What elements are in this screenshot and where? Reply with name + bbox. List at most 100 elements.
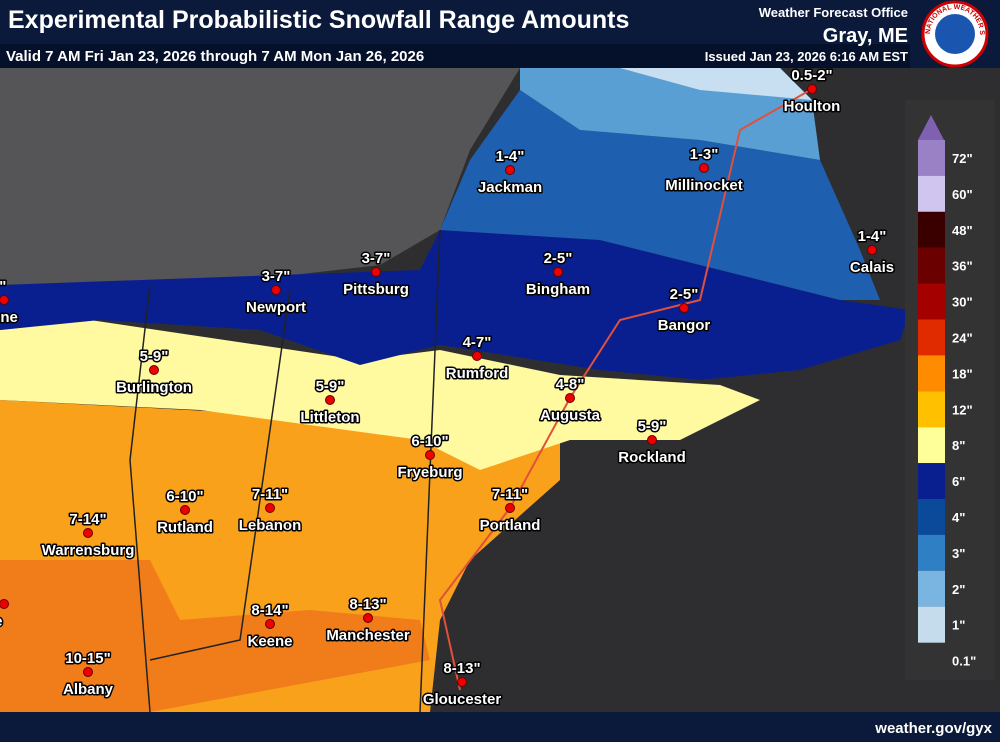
issued: Issued Jan 23, 2026 6:16 AM EST [705,49,908,64]
city-name: Burlington [116,379,192,396]
legend-label: 72" [952,151,973,166]
city-name: Pittsburg [343,281,409,298]
city-name: Bangor [658,317,711,334]
state-border [129,284,151,713]
city-range: 3-7" [0,278,6,295]
city-dot [83,528,93,538]
blue-zone [440,90,880,300]
city-range: 5-9" [316,378,345,395]
city-name: Bingham [526,281,590,298]
legend-label: 0.1" [952,654,976,669]
state-border [419,229,441,713]
city-range: 5-9" [638,418,667,435]
legend: 72" 60" 48" 36" 30" 24" 18" 12" 8" 6" 4" 3" 2" 1" 0.1" [918,140,976,669]
pale-blue-zone [620,68,812,100]
city-name: Houlton [784,98,841,115]
cities: 0.5-2" Houlton 1-4" Jackman 1-3" Millinocket 1… [0,66,896,710]
logo-center [935,14,975,54]
canada [0,68,520,285]
dark-blue-zone [0,230,910,380]
legend-swatch [918,499,945,535]
city-name: Malone [0,309,18,326]
legend-label: 3" [952,546,965,561]
legend-swatch [918,427,945,464]
city-range: 3-7" [262,268,291,285]
legend-label: 60" [952,187,973,202]
city-name: Rumford [446,365,509,382]
valid-period: Valid 7 AM Fri Jan 23, 2026 through 7 AM… [6,48,424,65]
city-name: Lebanon [239,517,302,534]
city-dot [505,165,515,175]
city-dot [807,84,817,94]
legend-swatch [918,534,945,571]
city-dot [83,667,93,677]
city-dot [325,395,335,405]
city-range: 1-3" [690,146,719,163]
city-range: 7-11" [492,486,528,503]
city-name: Portland [480,517,541,534]
legend-label: 2" [952,582,965,597]
state-border [149,289,291,661]
yellow-zone [0,320,760,470]
legend-swatch [918,247,945,284]
legend-label: 1" [952,618,965,633]
city-range: 4-7" [463,334,492,351]
subheader-bar [0,44,910,68]
city-name: Fryeburg [397,464,462,481]
footer-bar [0,712,1000,742]
city-range: 8-13" [349,596,386,613]
legend-label: 8" [952,438,965,453]
city-name: Littleton [300,409,359,426]
highway [438,88,813,691]
legend-swatch [918,355,945,392]
legend-swatch [918,140,945,176]
city-range: 0.5-2" [791,67,832,84]
city-dot [553,267,563,277]
city-range: 3-7" [362,250,391,267]
city-dot [271,285,281,295]
city-name: Gloversville [0,613,3,630]
legend-label: 36" [952,259,973,274]
legend-swatch [918,211,945,248]
legend-swatch [918,175,945,212]
legend-label: 6" [952,474,965,489]
legend-swatch [918,570,945,607]
city-name: Calais [850,259,894,276]
city-name: Keene [247,633,292,650]
city-dot [265,619,275,629]
city-dot [180,505,190,515]
legend-swatch [918,391,945,428]
city-range: 5-9" [140,348,169,365]
city-range: 7-11" [252,486,288,503]
location: Gray, ME [823,25,908,47]
footer-url: weather.gov/gyx [874,720,992,737]
legend-label: 24" [952,331,973,346]
city-name: Augusta [540,407,601,424]
legend-swatch [918,463,945,500]
city-dot [363,613,373,623]
city-range: 8-13" [443,660,480,677]
title: Experimental Probabilistic Snowfall Rang… [8,6,629,34]
city-name: Manchester [326,627,410,644]
city-dot [457,677,467,687]
city-dot [647,435,657,445]
city-name: Gloucester [423,691,502,708]
city-range: 4-8" [556,376,585,393]
office: Weather Forecast Office [759,5,908,20]
legend-label: 30" [952,295,973,310]
city-dot [149,365,159,375]
city-range: 8-14" [251,602,288,619]
legend-swatch [918,319,945,356]
city-dot [371,267,381,277]
legend-swatch [918,283,945,320]
legend-label: 18" [952,366,973,381]
city-dot [867,245,877,255]
dark-orange-zone [0,560,430,712]
city-dot [265,503,275,513]
legend-label: 12" [952,402,973,417]
city-name: Warrensburg [42,542,135,559]
legend-swatch [918,606,945,643]
city-dot [505,503,515,513]
legend-arrow [918,115,944,140]
city-name: Newport [246,299,306,316]
